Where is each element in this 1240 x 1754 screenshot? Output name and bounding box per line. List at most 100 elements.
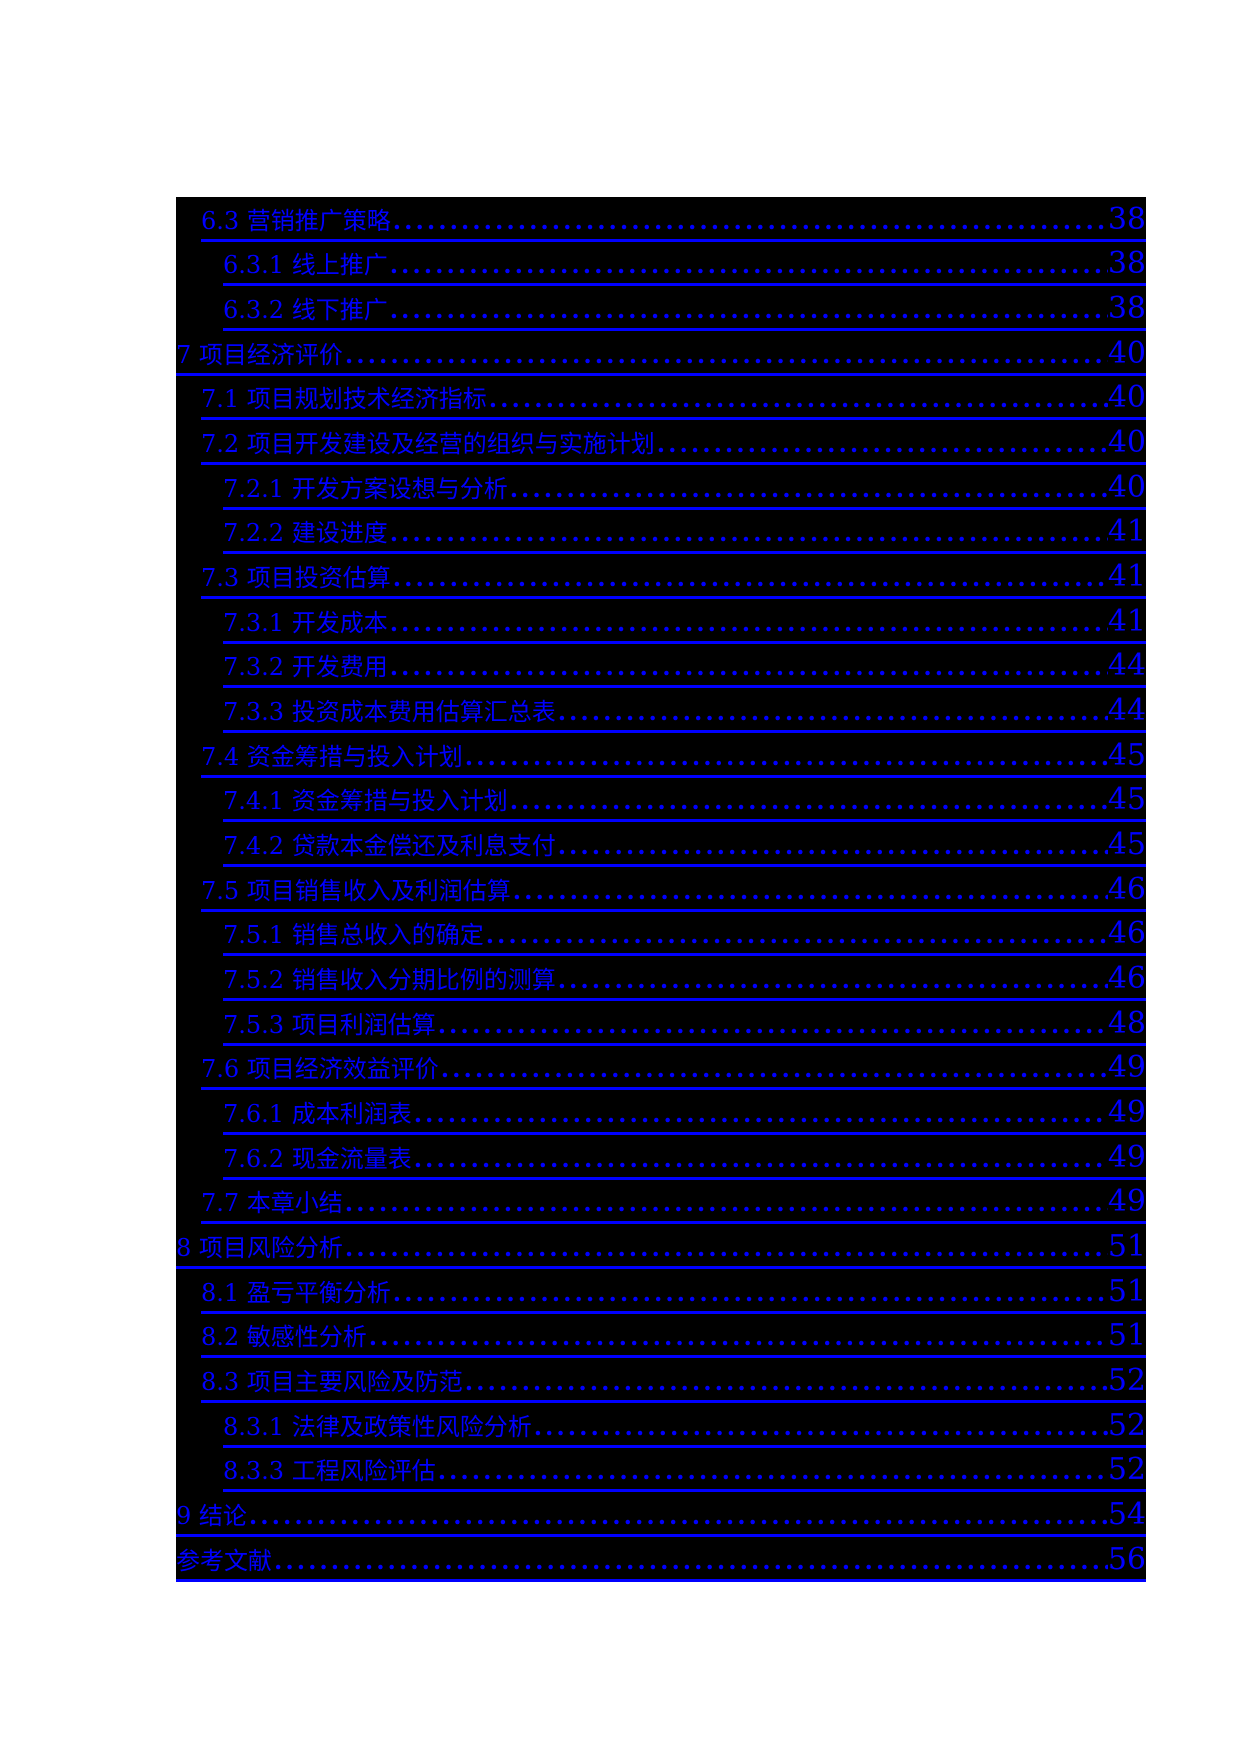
toc-link[interactable]: 7.5 项目销售收入及利润估算 ........................… [201,871,1146,912]
toc-entry-title: 9 结论 [176,1502,247,1531]
toc-entry-title: 6.3 营销推广策略 [201,206,391,235]
toc-page-number: 41 [1107,559,1146,595]
toc-entry: 7.2.2 建设进度 .............................… [176,510,1146,555]
toc-entry-title: 7.3 项目投资估算 [201,564,391,593]
toc-link[interactable]: 8.2 敏感性分析 ..............................… [201,1321,1146,1359]
toc-link[interactable]: 6.3.1 线上推广 .............................… [223,246,1146,287]
toc-link[interactable]: 7.2 项目开发建设及经营的组织与实施计划 ..................… [201,425,1146,466]
toc-link[interactable]: 7.5.3 项目利润估算 ...........................… [223,1005,1146,1046]
toc-link[interactable]: 7.4 资金筹措与投入计划 ..........................… [201,737,1146,778]
toc-link[interactable]: 7.3.1 开发成本 .............................… [223,606,1146,644]
toc-link[interactable]: 9 结论 ...................................… [176,1497,1146,1538]
toc-entry: 7 项目经济评价 ...............................… [176,331,1146,376]
toc-link[interactable]: 7.6 项目经济效益评价 ...........................… [201,1050,1146,1091]
toc-link[interactable]: 7.3 项目投资估算 .............................… [201,559,1146,600]
toc-entry: 7.4.2 贷款本金偿还及利息支付 ......................… [176,822,1146,868]
dotted-leader: ........................................… [274,1548,1108,1573]
toc-entry-title: 7.2.2 建设进度 [223,519,388,548]
dotted-leader: ........................................… [533,1414,1108,1439]
toc-link[interactable]: 7.5.2 销售收入分期比例的测算 ......................… [223,964,1146,1002]
dotted-leader: ........................................… [368,1325,1108,1350]
toc-link[interactable]: 8.1 盈亏平衡分析 .............................… [201,1276,1146,1314]
toc-entry-title: 7.7 本章小结 [201,1189,343,1218]
toc-entry-title: 7.4.2 贷款本金偿还及利息支付 [223,832,556,861]
toc-page-number: 48 [1107,1005,1146,1041]
dotted-leader: ........................................… [464,1370,1108,1395]
dotted-leader: ........................................… [392,566,1108,591]
toc-page-number: 46 [1107,871,1146,907]
toc-link[interactable]: 8.3.1 法律及政策性风险分析 .......................… [223,1407,1146,1448]
dotted-leader: ........................................… [389,521,1108,546]
toc-entry-title: 7.2 项目开发建设及经营的组织与实施计划 [201,430,655,459]
toc-page-number: 40 [1107,469,1146,505]
toc-entry-title: 7.3.1 开发成本 [223,608,388,637]
toc-entry: 7.5.1 销售总收入的确定 .........................… [176,912,1146,957]
toc-entry: 7.3 项目投资估算 .............................… [176,554,1146,600]
toc-link[interactable]: 8.3.3 工程风险评估 ...........................… [223,1452,1146,1493]
toc-page-number: 40 [1107,335,1146,371]
toc-entry: 7.4 资金筹措与投入计划 ..........................… [176,733,1146,778]
toc-link[interactable]: 7.7 本章小结 ...............................… [201,1187,1146,1225]
toc-link[interactable]: 7.4.1 资金筹措与投入计划 ........................… [223,782,1146,823]
toc-entry-title: 6.3.2 线下推广 [223,296,388,325]
toc-link[interactable]: 7.4.2 贷款本金偿还及利息支付 ......................… [223,827,1146,868]
toc-page-number: 45 [1107,782,1146,818]
toc-entry: 7.5.3 项目利润估算 ...........................… [176,1001,1146,1046]
toc-link[interactable]: 7.6.1 成本利润表 ............................… [223,1098,1146,1136]
dotted-leader: ........................................… [392,208,1108,233]
dotted-leader: ........................................… [557,700,1108,725]
toc-entry: 8.3 项目主要风险及防范 ..........................… [176,1358,1146,1404]
toc-entry-title: 7.2.1 开发方案设想与分析 [223,474,508,503]
toc-entry: 7.6 项目经济效益评价 ...........................… [176,1046,1146,1091]
toc-page-number: 52 [1107,1407,1146,1443]
toc-entry: 9 结论 ...................................… [176,1492,1146,1538]
toc-page-number: 54 [1107,1497,1146,1533]
toc-link[interactable]: 7.1 项目规划技术经济指标 .........................… [201,383,1146,421]
toc-entry: 7.5.2 销售收入分期比例的测算 ......................… [176,956,1146,1002]
toc-link[interactable]: 6.3.2 线下推广 .............................… [223,294,1146,332]
toc-link[interactable]: 7.3.3 投资成本费用估算汇总表 ......................… [223,693,1146,734]
toc-page-number: 44 [1107,693,1146,729]
toc-entry: 8.3.1 法律及政策性风险分析 .......................… [176,1403,1146,1448]
toc-entry-title: 7.3.2 开发费用 [223,653,388,682]
toc-entry: 7.7 本章小结 ...............................… [176,1180,1146,1225]
toc-entry-title: 8.3.1 法律及政策性风险分析 [223,1412,532,1441]
dotted-leader: ........................................… [464,744,1108,769]
toc-link[interactable]: 7 项目经济评价 ...............................… [176,335,1146,376]
toc-entry-title: 7.6.2 现金流量表 [223,1144,412,1173]
toc-entry: 8 项目风险分析 ...............................… [176,1224,1146,1270]
dotted-leader: ........................................… [437,1459,1108,1484]
dotted-leader: ........................................… [485,923,1108,948]
toc-entry-title: 7.5.1 销售总收入的确定 [223,921,484,950]
toc-entry: 6.3.2 线下推广 .............................… [176,286,1146,332]
toc-entry: 7.2 项目开发建设及经营的组织与实施计划 ..................… [176,420,1146,466]
toc-entry-title: 8 项目风险分析 [176,1234,343,1263]
toc-link[interactable]: 8 项目风险分析 ...............................… [176,1232,1146,1270]
toc-entry: 8.3.3 工程风险评估 ...........................… [176,1448,1146,1493]
toc-page-number: 49 [1107,1139,1146,1175]
toc-entry: 8.1 盈亏平衡分析 .............................… [176,1269,1146,1314]
toc-page-number: 45 [1107,737,1146,773]
dotted-leader: ........................................… [344,1191,1108,1216]
toc-page-number: 40 [1107,425,1146,461]
toc-link[interactable]: 7.6.2 现金流量表 ............................… [223,1139,1146,1180]
toc-entry: 7.5 项目销售收入及利润估算 ........................… [176,867,1146,912]
toc-link[interactable]: 8.3 项目主要风险及防范 ..........................… [201,1366,1146,1404]
table-of-contents: 6.3 营销推广策略 .............................… [176,197,1146,1582]
toc-entry: 7.6.2 现金流量表 ............................… [176,1135,1146,1180]
toc-entry-title: 7.6.1 成本利润表 [223,1100,412,1129]
toc-link[interactable]: 6.3 营销推广策略 .............................… [201,204,1146,242]
toc-link[interactable]: 7.3.2 开发费用 .............................… [223,651,1146,689]
toc-page-number: 52 [1107,1452,1146,1488]
toc-page-number: 46 [1107,916,1146,952]
toc-page-number: 45 [1107,827,1146,863]
toc-entry: 7.6.1 成本利润表 ............................… [176,1090,1146,1136]
toc-link[interactable]: 7.2.1 开发方案设想与分析 ........................… [223,469,1146,510]
dotted-leader: ........................................… [389,655,1108,680]
toc-link[interactable]: 7.5.1 销售总收入的确定 .........................… [223,916,1146,957]
toc-link[interactable]: 参考文献 ...................................… [176,1544,1146,1582]
toc-page-number: 49 [1107,1050,1146,1086]
toc-page-number: 38 [1107,246,1146,282]
dotted-leader: ........................................… [344,342,1108,367]
toc-link[interactable]: 7.2.2 建设进度 .............................… [223,517,1146,555]
